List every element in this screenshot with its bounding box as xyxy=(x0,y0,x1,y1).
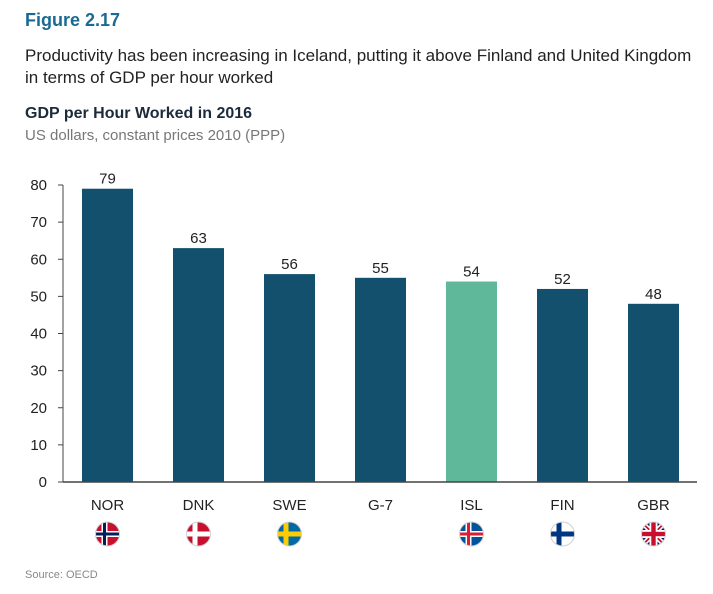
bar-nor xyxy=(82,188,133,482)
flag-rim xyxy=(277,521,302,547)
y-tick-label: 70 xyxy=(30,214,47,231)
y-tick-label: 0 xyxy=(39,474,47,491)
flag-cross-horizontal xyxy=(186,531,211,537)
flag-rim xyxy=(186,521,211,547)
y-tick-label: 80 xyxy=(30,177,47,194)
sweden-flag-icon-art xyxy=(277,522,302,546)
chart-title: GDP per Hour Worked in 2016 xyxy=(25,105,253,122)
data-label: 55 xyxy=(372,260,389,277)
y-tick-label: 20 xyxy=(30,400,47,417)
x-tick-label: SWE xyxy=(272,497,306,514)
flag-cross-inner-horizontal xyxy=(641,531,666,537)
denmark-flag-icon xyxy=(186,521,211,547)
flag-rim xyxy=(95,521,120,547)
x-tick-label: NOR xyxy=(91,497,125,514)
norway-flag-icon-art xyxy=(95,522,120,546)
united-kingdom-flag-icon xyxy=(641,521,666,547)
chart-subtitle: US dollars, constant prices 2010 (PPP) xyxy=(25,127,286,144)
flag-rim xyxy=(550,521,575,547)
data-label: 54 xyxy=(463,264,480,281)
bar-gbr xyxy=(628,303,679,482)
y-tick-label: 30 xyxy=(30,363,47,380)
bar-isl xyxy=(446,281,497,482)
y-tick-label: 40 xyxy=(30,326,47,343)
data-label: 79 xyxy=(99,171,116,188)
bar-dnk xyxy=(173,248,224,482)
flag-cross-inner-horizontal xyxy=(95,532,120,536)
data-label: 52 xyxy=(554,271,571,288)
figure-caption: Productivity has been increasing in Icel… xyxy=(25,46,692,87)
x-tick-label: DNK xyxy=(183,497,215,514)
flag-rim xyxy=(641,521,666,547)
source-note: Source: OECD xyxy=(25,569,98,581)
x-tick-label: G-7 xyxy=(368,497,393,514)
iceland-flag-icon xyxy=(459,521,484,547)
sweden-flag-icon xyxy=(277,521,302,547)
flag-cross-horizontal xyxy=(277,531,302,537)
x-tick-label: FIN xyxy=(550,497,574,514)
figure-label: Figure 2.17 xyxy=(25,10,121,30)
x-tick-label: ISL xyxy=(460,497,483,514)
iceland-flag-icon-art xyxy=(459,522,484,546)
finland-flag-icon-art xyxy=(550,522,575,546)
denmark-flag-icon-art xyxy=(186,522,211,546)
bar-g-7 xyxy=(355,277,406,482)
x-tick-label: GBR xyxy=(637,497,670,514)
bar-fin xyxy=(537,288,588,482)
bar-swe xyxy=(264,274,315,482)
y-tick-label: 60 xyxy=(30,251,47,268)
y-tick-label: 10 xyxy=(30,437,47,454)
norway-flag-icon xyxy=(95,521,120,547)
finland-flag-icon xyxy=(550,521,575,547)
flag-cross-inner-horizontal xyxy=(459,532,484,536)
data-label: 56 xyxy=(281,256,298,273)
flag-rim xyxy=(459,521,484,547)
data-label: 63 xyxy=(190,230,207,247)
united-kingdom-flag-icon-art xyxy=(641,522,666,546)
data-label: 48 xyxy=(645,286,662,303)
flag-cross-horizontal xyxy=(550,531,575,537)
y-tick-label: 50 xyxy=(30,288,47,305)
